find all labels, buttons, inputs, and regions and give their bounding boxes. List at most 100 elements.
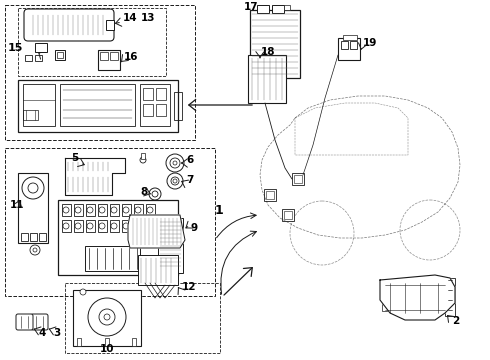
Bar	[338, 38, 360, 60]
Bar	[140, 84, 170, 126]
Text: 18: 18	[261, 47, 275, 57]
Bar	[272, 5, 284, 13]
Text: 13: 13	[141, 13, 155, 23]
Bar	[60, 84, 135, 126]
Bar	[257, 5, 269, 13]
Bar	[62, 204, 71, 216]
Bar	[5, 5, 195, 140]
FancyBboxPatch shape	[31, 314, 48, 330]
Bar	[86, 204, 95, 216]
Polygon shape	[380, 275, 455, 320]
Bar	[23, 84, 55, 126]
Bar	[110, 52, 118, 60]
Bar	[138, 255, 178, 285]
Text: 3: 3	[53, 328, 60, 338]
Bar	[86, 220, 95, 232]
Text: 12: 12	[182, 282, 196, 292]
Bar	[58, 200, 178, 275]
Text: 10: 10	[100, 344, 115, 354]
Text: 2: 2	[452, 316, 459, 326]
Bar	[174, 92, 182, 120]
Circle shape	[170, 158, 180, 168]
Bar	[132, 338, 136, 346]
Bar	[5, 148, 215, 296]
Text: 9: 9	[190, 223, 197, 233]
Bar	[146, 204, 155, 216]
Text: 1: 1	[215, 203, 224, 216]
Bar	[343, 35, 357, 40]
Bar	[250, 10, 300, 78]
Circle shape	[30, 245, 40, 255]
Text: 15: 15	[8, 43, 24, 53]
Bar	[134, 204, 143, 216]
Bar	[382, 303, 390, 311]
Bar	[21, 233, 28, 241]
Circle shape	[171, 177, 179, 185]
Circle shape	[22, 177, 44, 199]
Bar	[74, 204, 83, 216]
Circle shape	[99, 309, 115, 325]
Bar	[248, 55, 286, 103]
FancyBboxPatch shape	[24, 9, 114, 41]
Bar	[284, 5, 290, 10]
Text: 14: 14	[123, 13, 138, 23]
Bar	[35, 43, 47, 52]
Text: 8: 8	[140, 187, 147, 197]
Bar	[141, 153, 145, 159]
Bar	[284, 211, 292, 219]
Text: 19: 19	[363, 38, 377, 48]
Bar	[98, 220, 107, 232]
Bar	[110, 204, 119, 216]
Bar	[39, 233, 46, 241]
Bar	[134, 220, 143, 232]
Bar	[55, 50, 65, 60]
Text: 6: 6	[186, 155, 193, 165]
Circle shape	[140, 157, 146, 163]
Bar	[35, 55, 42, 61]
Bar	[445, 278, 455, 316]
Bar	[25, 55, 32, 61]
Polygon shape	[128, 215, 185, 248]
Bar	[100, 52, 108, 60]
Bar	[105, 338, 109, 346]
Circle shape	[88, 298, 126, 336]
Bar	[30, 233, 37, 241]
Bar	[282, 209, 294, 221]
Bar	[264, 189, 276, 201]
Bar	[62, 220, 71, 232]
Text: 4: 4	[38, 328, 46, 338]
Bar	[143, 88, 153, 100]
Circle shape	[149, 188, 161, 200]
Bar	[266, 191, 274, 199]
Bar	[294, 175, 302, 183]
Bar	[341, 41, 348, 49]
Circle shape	[166, 154, 184, 172]
Circle shape	[167, 173, 183, 189]
Circle shape	[80, 289, 86, 295]
Bar	[382, 280, 390, 288]
Bar	[122, 204, 131, 216]
Bar	[74, 220, 83, 232]
Bar	[350, 41, 357, 49]
Text: 16: 16	[124, 52, 139, 62]
Text: 7: 7	[186, 175, 194, 185]
Bar	[98, 204, 107, 216]
Bar	[18, 173, 48, 243]
Bar	[18, 8, 166, 76]
Bar	[143, 104, 153, 116]
Bar	[156, 104, 166, 116]
Polygon shape	[65, 158, 125, 195]
Bar	[292, 173, 304, 185]
Bar	[57, 52, 63, 58]
Bar	[85, 246, 140, 271]
Text: 5: 5	[71, 153, 78, 163]
Bar	[122, 220, 131, 232]
Text: 17: 17	[244, 2, 259, 12]
Bar	[23, 110, 38, 120]
Bar	[77, 338, 81, 346]
Bar	[106, 20, 114, 30]
Bar	[65, 283, 220, 353]
Bar	[98, 50, 120, 70]
Bar	[156, 88, 166, 100]
Bar	[18, 80, 178, 132]
